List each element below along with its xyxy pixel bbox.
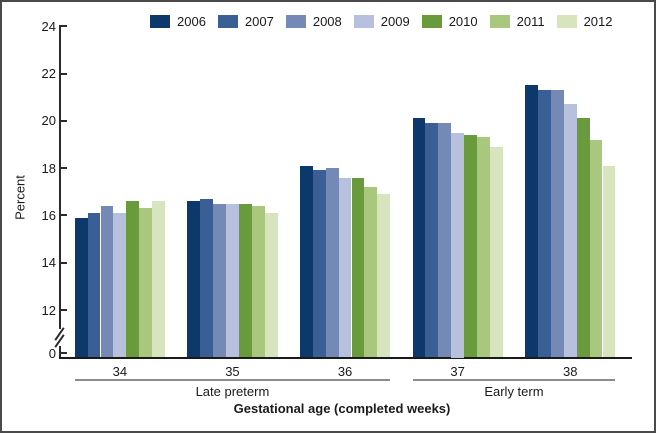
- legend-label-2009: 2009: [380, 14, 410, 29]
- bar-2010-37: [464, 134, 477, 358]
- x-axis-line: [59, 357, 632, 359]
- legend-label-2006: 2006: [177, 14, 206, 29]
- y-tick-18: [61, 167, 67, 170]
- bar-2008-34: [100, 205, 114, 358]
- category-label-35: 35: [225, 364, 240, 379]
- y-tick-label-20: 20: [41, 113, 56, 129]
- bracket-line-late-preterm: [75, 379, 390, 381]
- bar-2007-36: [312, 170, 326, 358]
- bar-2012-37: [489, 146, 503, 358]
- bar-2008-35: [213, 203, 226, 358]
- y-tick-label-18: 18: [41, 160, 56, 176]
- y-tick-label-0: 0: [48, 345, 56, 361]
- legend-label-2011: 2011: [516, 14, 545, 29]
- legend-item-2009: 2009: [353, 14, 410, 29]
- bar-2006-38: [525, 85, 538, 358]
- legend-swatch-2006: [150, 15, 170, 28]
- bar-2007-38: [538, 90, 551, 358]
- y-tick-16: [61, 214, 67, 217]
- legend-label-2007: 2007: [244, 14, 274, 29]
- legend-item-2008: 2008: [285, 14, 342, 29]
- bar-2006-36: [299, 165, 313, 358]
- legend-item-2010: 2010: [421, 14, 478, 29]
- category-label-34: 34: [112, 364, 128, 379]
- bar-2012-34: [152, 201, 165, 358]
- legend-item-2006: 2006: [150, 15, 206, 28]
- bar-2008-38: [550, 90, 564, 358]
- bar-2006-37: [412, 118, 426, 358]
- y-tick-14: [61, 261, 67, 264]
- bracket-line-early-term: [413, 379, 615, 381]
- bar-2009-38: [563, 104, 577, 358]
- y-tick-24: [61, 25, 67, 28]
- legend-swatch-2010: [421, 15, 442, 28]
- y-tick-label-12: 12: [41, 302, 56, 318]
- category-label-38: 38: [563, 364, 578, 379]
- bar-2012-35: [264, 213, 278, 358]
- bar-2011-38: [589, 139, 603, 358]
- bar-2012-38: [602, 165, 616, 358]
- legend-label-2010: 2010: [448, 14, 478, 29]
- category-label-36: 36: [337, 364, 353, 379]
- bar-2011-37: [477, 137, 490, 358]
- y-tick-22: [61, 72, 67, 75]
- y-tick-20: [61, 119, 67, 122]
- bar-2011-35: [251, 205, 265, 358]
- legend-label-2008: 2008: [312, 14, 342, 29]
- legend-swatch-2012: [556, 15, 577, 28]
- y-axis-line-upper: [59, 25, 61, 329]
- legend-swatch-2008: [285, 15, 306, 28]
- legend-swatch-2009: [353, 15, 374, 28]
- bracket-label-early-term: Early term: [484, 384, 544, 399]
- bar-2009-34: [113, 213, 127, 358]
- bar-2011-34: [139, 208, 153, 358]
- bar-2008-36: [325, 168, 339, 358]
- y-tick-label-14: 14: [41, 255, 56, 271]
- legend-item-2012: 2012: [556, 14, 613, 29]
- bar-2012-36: [377, 194, 391, 358]
- bar-2010-38: [576, 118, 590, 358]
- bar-2007-35: [200, 198, 214, 358]
- legend-swatch-2007: [217, 15, 238, 28]
- bar-2009-35: [226, 203, 239, 358]
- bar-2006-34: [74, 217, 88, 358]
- legend-item-2011: 2011: [489, 14, 545, 29]
- bar-2007-37: [425, 123, 439, 358]
- legend-label-2012: 2012: [583, 14, 613, 29]
- legend-item-2007: 2007: [217, 14, 274, 29]
- bar-2010-36: [351, 177, 365, 358]
- bar-2007-34: [87, 213, 101, 358]
- bar-2008-37: [438, 123, 452, 358]
- legend-swatch-2011: [489, 15, 510, 28]
- bracket-label-late-preterm: Late preterm: [195, 384, 270, 399]
- bar-2009-37: [451, 132, 465, 358]
- y-tick-0: [61, 352, 67, 354]
- chart-legend: 2006 2007 2008 2009 2010 2011 2012: [150, 15, 613, 28]
- y-axis-title: Percent: [12, 175, 28, 220]
- bar-2011-36: [364, 187, 378, 358]
- bar-2010-34: [126, 201, 140, 358]
- category-label-37: 37: [450, 364, 465, 379]
- y-axis-line-lower: [59, 346, 61, 359]
- bar-2010-35: [238, 203, 252, 358]
- y-tick-label-22: 22: [41, 66, 56, 81]
- y-tick-label-16: 16: [41, 207, 56, 223]
- x-axis-title: Gestational age (completed weeks): [233, 401, 451, 416]
- bar-2006-35: [187, 201, 201, 358]
- bar-2009-36: [338, 177, 352, 358]
- y-tick-label-24: 24: [41, 18, 56, 34]
- y-tick-12: [61, 309, 67, 311]
